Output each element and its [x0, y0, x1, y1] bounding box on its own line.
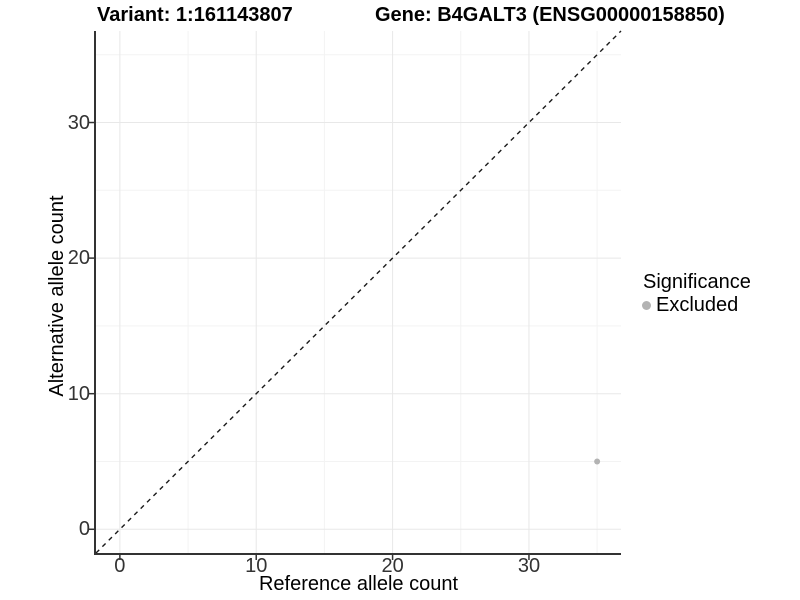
- data-point: [594, 458, 601, 465]
- x-tick-label: 20: [381, 555, 404, 577]
- legend-item-excluded: Excluded: [638, 294, 751, 317]
- legend-title: Significance: [643, 271, 751, 293]
- excluded-point-icon: [642, 301, 651, 310]
- legend-item-label: Excluded: [656, 294, 739, 316]
- x-axis-title: Reference allele count: [258, 573, 458, 595]
- plot-title-gene: Gene: B4GALT3 (ENSG00000158850): [375, 4, 725, 26]
- y-axis-title: Alternative allele count: [46, 195, 68, 397]
- x-tick-label: 10: [245, 555, 268, 577]
- identity-line: [95, 30, 622, 554]
- y-tick-label: 10: [67, 382, 90, 405]
- x-tick-label: 30: [517, 555, 541, 577]
- plot-title-variant: Variant: 1:161143807: [97, 4, 293, 26]
- plot-panel: [89, 30, 622, 560]
- x-tick-label: 0: [114, 555, 126, 577]
- y-tick-label: 0: [78, 518, 90, 541]
- legend: Significance Excluded: [638, 271, 751, 317]
- y-tick-label: 20: [67, 247, 90, 270]
- y-tick-label: 30: [67, 111, 90, 134]
